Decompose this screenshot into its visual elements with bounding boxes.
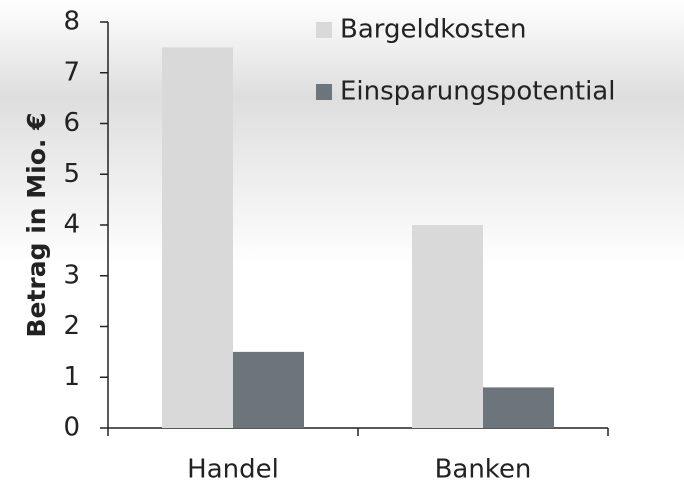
legend-label: Einsparungspotential	[340, 77, 615, 107]
y-tick-label: 3	[63, 260, 80, 290]
y-tick-label: 6	[63, 108, 80, 138]
bar	[412, 225, 483, 428]
legend-swatch	[316, 22, 332, 38]
y-tick-label: 7	[63, 57, 80, 87]
bar	[233, 351, 304, 428]
y-tick-label: 1	[63, 362, 80, 392]
y-tick-label: 5	[63, 159, 80, 189]
legend-label: Bargeldkosten	[340, 15, 526, 45]
y-tick-label: 2	[63, 311, 80, 341]
y-tick-label: 0	[63, 413, 80, 443]
y-tick-label: 8	[63, 7, 80, 37]
x-tick-label: Handel	[187, 455, 279, 485]
y-tick-label: 4	[63, 210, 80, 240]
legend-swatch	[316, 84, 332, 100]
y-axis-label: Betrag in Mio. €	[22, 112, 51, 337]
bar	[162, 47, 233, 428]
x-tick-label: Banken	[435, 455, 532, 485]
bar	[483, 387, 554, 428]
